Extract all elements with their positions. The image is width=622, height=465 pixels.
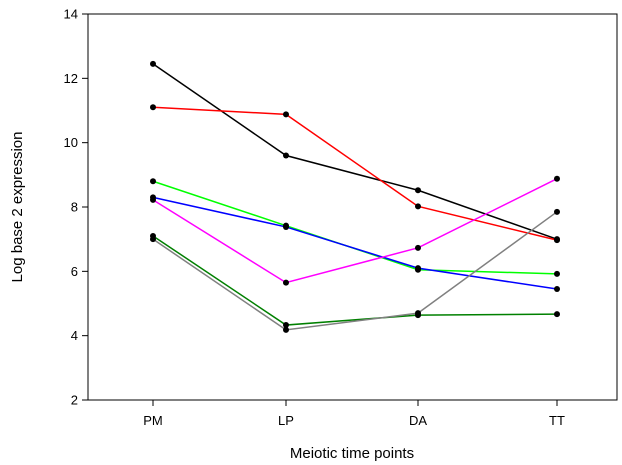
x-tick-label: TT <box>549 413 565 428</box>
series-line-7 <box>152 211 558 331</box>
data-point <box>283 111 289 118</box>
data-point <box>554 237 560 244</box>
data-point <box>150 178 156 185</box>
x-tick-label: LP <box>278 413 294 428</box>
x-tick-label: DA <box>409 413 427 428</box>
data-point <box>554 208 560 215</box>
y-tick-label: 10 <box>64 135 78 150</box>
y-tick-label: 12 <box>64 71 78 86</box>
data-point <box>554 286 560 293</box>
y-tick-label: 8 <box>71 200 78 215</box>
series-line-3 <box>152 180 558 275</box>
data-point <box>554 270 560 277</box>
data-point <box>150 60 156 67</box>
axes-layer: 2 4 6 8 10 12 14 PM LP DA TT <box>64 7 618 428</box>
y-tick-label: 6 <box>71 264 78 279</box>
data-point <box>415 265 421 272</box>
x-tick-label: PM <box>143 413 163 428</box>
data-point <box>150 236 156 243</box>
series-line-1 <box>152 63 558 240</box>
y-tick-label: 2 <box>71 393 78 408</box>
y-axis-title: Log base 2 expression <box>9 132 26 283</box>
data-point <box>150 104 156 111</box>
y-tick-label: 4 <box>71 328 78 343</box>
series-line-2 <box>152 106 558 241</box>
data-point <box>554 175 560 182</box>
data-point <box>283 326 289 333</box>
data-point <box>415 244 421 251</box>
data-point <box>283 152 289 159</box>
data-point <box>554 311 560 318</box>
data-point <box>415 203 421 210</box>
data-point <box>283 279 289 286</box>
data-point <box>283 322 289 329</box>
y-tick-label: 14 <box>64 7 78 22</box>
data-point <box>283 223 289 230</box>
series-line-4 <box>152 196 558 290</box>
series-layer <box>150 60 560 333</box>
series-line-6 <box>152 235 558 326</box>
x-axis-title: Meiotic time points <box>290 445 414 462</box>
series-line-5 <box>152 178 558 284</box>
data-point <box>415 310 421 317</box>
data-point <box>150 196 156 203</box>
plot-frame <box>87 13 618 401</box>
data-point <box>415 187 421 194</box>
